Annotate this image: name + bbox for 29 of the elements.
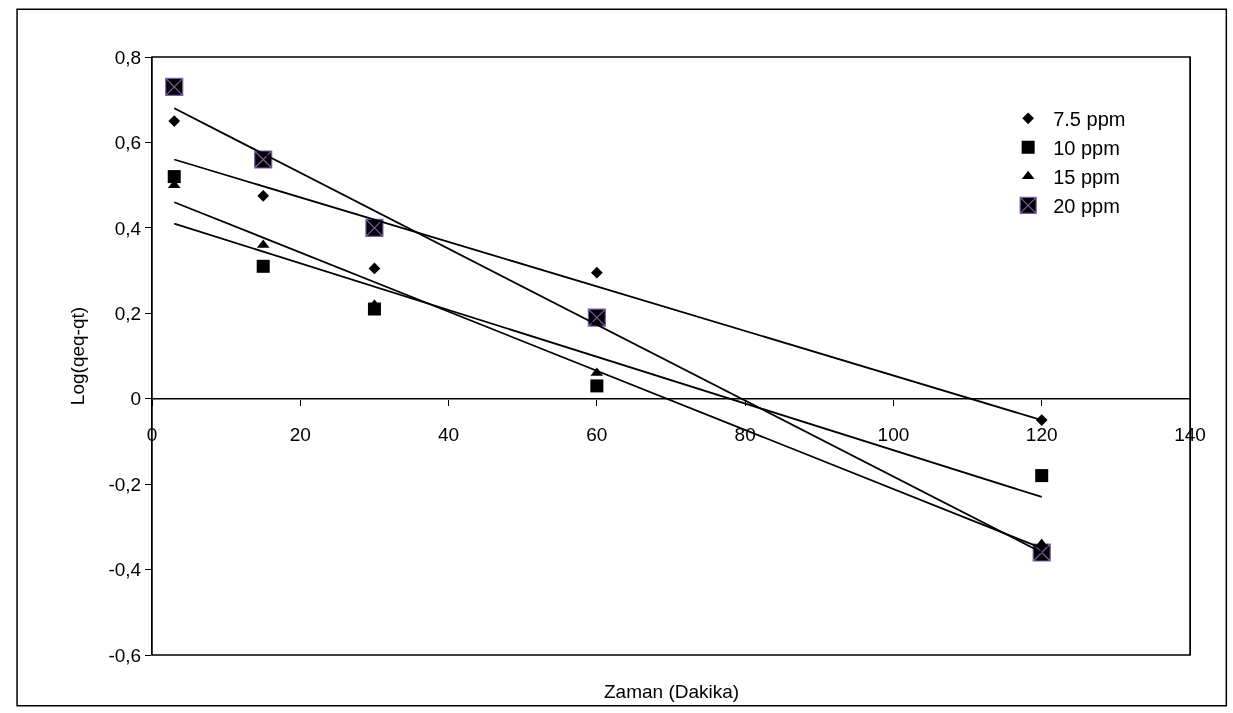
- y-tick-label: -0,2: [108, 473, 142, 495]
- legend-label: 7.5 ppm: [1053, 108, 1126, 131]
- point: [590, 379, 604, 393]
- y-tick-label: 0,2: [114, 302, 142, 324]
- x-tick-label: 20: [289, 423, 311, 445]
- y-tick-label: 0,6: [114, 132, 142, 154]
- point: [167, 170, 181, 184]
- x-tick-label: 120: [1025, 423, 1058, 445]
- x-axis-title: Zaman (Dakika): [604, 681, 740, 702]
- point: [168, 115, 181, 127]
- point: [368, 262, 381, 275]
- legend-label: 15 ppm: [1053, 166, 1120, 189]
- y-tick-label: -0,6: [108, 644, 142, 666]
- y-tick-label: -0,4: [108, 559, 142, 581]
- x-tick-label: 100: [877, 423, 910, 445]
- point: [256, 259, 270, 273]
- point: [591, 266, 603, 279]
- legend-label: 10 ppm: [1053, 137, 1120, 160]
- point: [1035, 414, 1048, 426]
- legend-label: 20 ppm: [1053, 195, 1120, 218]
- x-tick-label: 40: [438, 423, 460, 445]
- point: [165, 77, 184, 96]
- y-axis-title: Log(qeq-qt): [67, 306, 89, 406]
- y-tick-label: 0,4: [114, 217, 142, 239]
- y-tick-label: 0: [130, 388, 142, 410]
- point: [1035, 469, 1049, 483]
- y-tick-label: 0,8: [114, 46, 142, 68]
- point: [257, 189, 270, 202]
- x-tick-label: 60: [586, 423, 608, 445]
